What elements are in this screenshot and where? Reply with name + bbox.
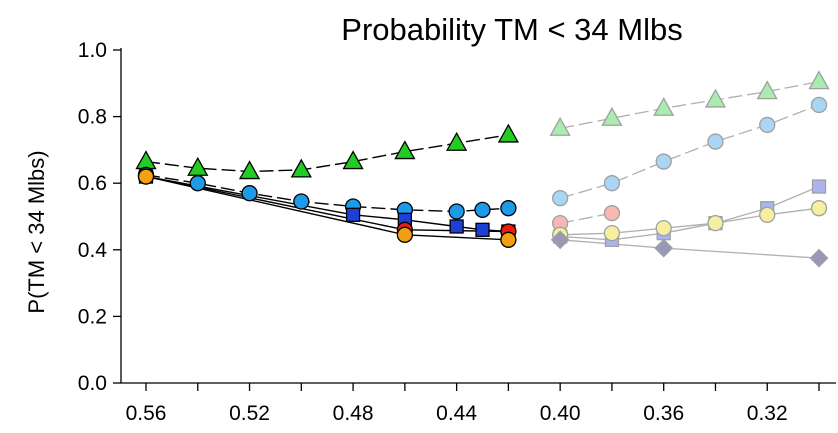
data-point-5: [653, 96, 675, 116]
data-point-5: [549, 116, 571, 136]
series-line-6: [560, 104, 820, 199]
x-tick-label: 0.56: [126, 402, 167, 425]
data-point-9: [810, 200, 828, 217]
series-markers: [135, 70, 830, 268]
data-point-9: [759, 206, 776, 223]
x-tick-label: 0.44: [436, 402, 477, 425]
data-point-4: [500, 231, 517, 248]
data-point-1: [241, 185, 258, 202]
data-point-2: [345, 207, 361, 222]
data-point-1: [474, 201, 491, 218]
data-point-9: [603, 224, 621, 242]
data-point-2: [449, 219, 464, 234]
data-point-1: [500, 200, 517, 217]
data-point-10: [809, 248, 829, 268]
data-point-6: [707, 133, 724, 150]
y-tick-label: 0.4: [78, 239, 108, 262]
y-tick-label: 0.6: [78, 172, 107, 195]
data-point-5: [756, 80, 778, 100]
chart-title: Probability TM < 34 Mlbs: [341, 12, 682, 47]
data-point-6: [810, 96, 828, 114]
series-line-0: [145, 134, 509, 173]
data-point-0: [290, 158, 312, 178]
data-point-10: [654, 238, 674, 258]
y-tick-label: 0.2: [78, 305, 107, 328]
data-point-0: [135, 150, 157, 170]
data-point-9: [655, 220, 672, 237]
data-point-5: [704, 88, 727, 108]
y-tick-label: 0.0: [78, 372, 107, 395]
y-tick-label: 0.8: [78, 106, 107, 129]
data-point-0: [497, 123, 519, 143]
data-point-0: [446, 131, 468, 151]
y-axis-label: P(TM < 34 Mlbs): [24, 150, 49, 313]
x-tick-label: 0.52: [229, 402, 270, 425]
data-point-1: [448, 203, 465, 220]
x-tick-label: 0.32: [747, 402, 788, 425]
data-point-9: [707, 215, 724, 232]
series-line-8: [560, 185, 820, 241]
data-point-1: [189, 175, 206, 192]
chart-axes: 0.0 0.2 0.4 0.6 0.8 1.0 0.56 0.52 0.48 0.44 0.40 0.…: [78, 39, 836, 425]
data-point-6: [655, 153, 672, 170]
data-point-2: [475, 222, 490, 237]
data-point-0: [342, 150, 364, 170]
series-line-5: [560, 80, 820, 129]
data-point-4: [137, 168, 155, 185]
data-point-8: [811, 179, 827, 194]
data-point-5: [808, 70, 830, 90]
x-tick-label: 0.48: [333, 402, 374, 425]
data-point-7: [603, 205, 621, 222]
series-line-9: [560, 207, 820, 236]
data-point-5: [601, 106, 623, 126]
data-point-6: [552, 190, 569, 207]
data-point-1: [293, 193, 310, 210]
data-point-6: [603, 175, 621, 192]
data-point-10: [550, 230, 570, 250]
series-line-10: [560, 239, 820, 259]
y-tick-label: 1.0: [78, 39, 107, 62]
series-line-7: [560, 212, 613, 224]
data-point-6: [759, 116, 776, 134]
data-point-0: [394, 140, 416, 160]
data-point-4: [396, 226, 414, 243]
data-point-0: [238, 160, 261, 180]
plot-area: [135, 70, 830, 268]
x-tick-label: 0.40: [540, 402, 581, 425]
x-tick-label: 0.36: [643, 402, 684, 425]
